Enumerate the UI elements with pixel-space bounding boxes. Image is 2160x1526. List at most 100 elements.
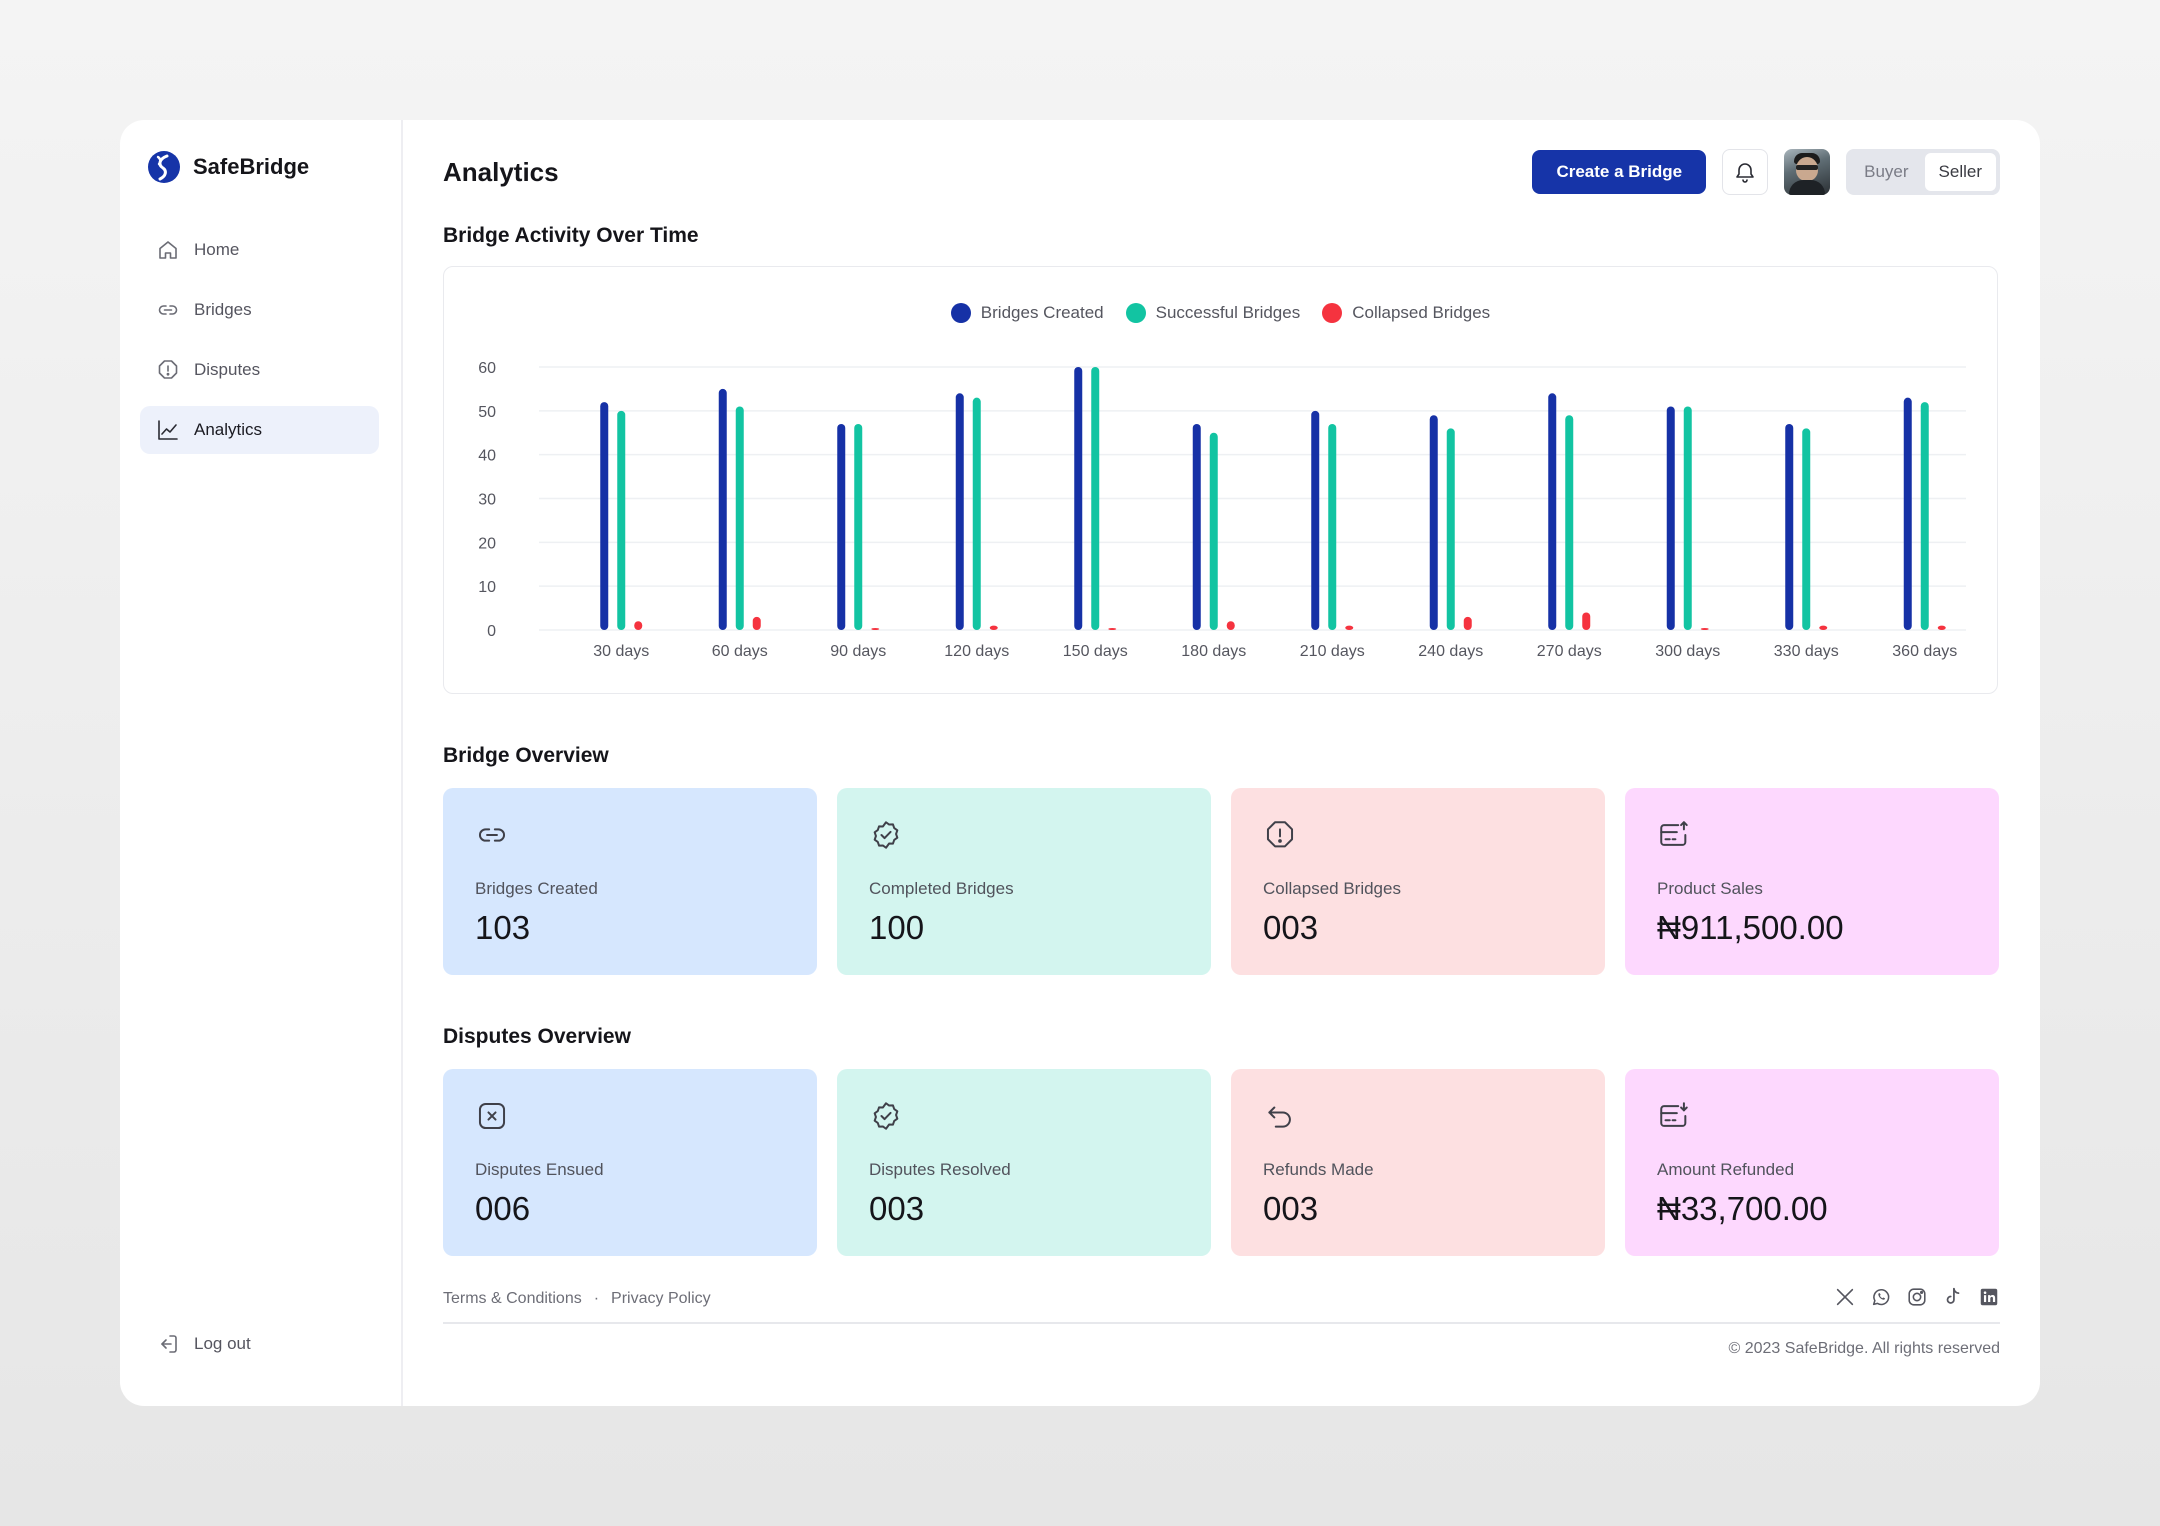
- bar-collapsed-bridges: [752, 616, 761, 630]
- x-icon[interactable]: [1834, 1286, 1856, 1308]
- create-bridge-button[interactable]: Create a Bridge: [1532, 150, 1707, 194]
- legend-label: Collapsed Bridges: [1352, 303, 1491, 322]
- sidebar-item-disputes[interactable]: Disputes: [140, 346, 379, 394]
- legend-item-created[interactable]: Bridges Created: [950, 303, 1104, 323]
- sidebar-item-analytics[interactable]: Analytics: [140, 406, 379, 454]
- bar-bridges-created: [837, 423, 846, 630]
- sidebar-item-label: Bridges: [194, 300, 252, 319]
- legend-item-successful[interactable]: Successful Bridges: [1125, 303, 1301, 323]
- chart-plot: 0 10 20 30 40 50 60 30 days 60 days 90 days 120 da…: [478, 360, 1966, 660]
- whatsapp-icon[interactable]: [1870, 1286, 1892, 1308]
- x-tick-label: 120 days: [944, 643, 1009, 660]
- bridge-overview-title: Bridge Overview: [443, 744, 609, 767]
- stat-label: Collapsed Bridges: [1263, 879, 1401, 898]
- bar-collapsed-bridges: [1700, 628, 1709, 630]
- safebridge-logo-icon: [148, 151, 180, 183]
- legend-swatch: [1125, 303, 1146, 323]
- logo[interactable]: SafeBridge: [147, 150, 379, 184]
- footer-links: Terms & Conditions · Privacy Policy: [443, 1290, 2000, 1308]
- stat-value: ₦33,700.00: [1657, 1190, 1828, 1227]
- stat-card-bridges-created[interactable]: Bridges Created 103: [443, 788, 817, 975]
- legend-swatch: [950, 303, 971, 323]
- x-tick-label: 330 days: [1774, 643, 1839, 660]
- link-icon: [158, 305, 178, 315]
- stat-value: 100: [869, 909, 925, 946]
- terms-link[interactable]: Terms & Conditions: [443, 1290, 582, 1307]
- undo-arrow-icon: [1268, 1106, 1291, 1128]
- logout-label: Log out: [194, 1334, 251, 1353]
- tiktok-icon[interactable]: [1942, 1286, 1964, 1308]
- stat-card-disputes-resolved[interactable]: Disputes Resolved 003: [837, 1069, 1211, 1256]
- bar-bridges-created: [1666, 406, 1675, 630]
- bar-bridges-created: [1903, 397, 1912, 630]
- bar-collapsed-bridges: [1463, 616, 1472, 630]
- bar-collapsed-bridges: [1226, 621, 1235, 630]
- home-icon: [159, 241, 177, 259]
- sidebar-item-bridges[interactable]: Bridges: [140, 286, 379, 334]
- stat-label: Bridges Created: [475, 879, 598, 898]
- bar-collapsed-bridges: [1345, 625, 1354, 630]
- buyer-toggle-option[interactable]: Buyer: [1864, 162, 1909, 181]
- bar-successful-bridges: [972, 397, 981, 630]
- stat-card-amount-refunded[interactable]: Amount Refunded ₦33,700.00: [1625, 1069, 1999, 1256]
- bar-bridges-created: [1192, 423, 1201, 630]
- line-chart-icon: [158, 420, 178, 440]
- legend-label: Bridges Created: [980, 303, 1104, 322]
- stat-card-product-sales[interactable]: Product Sales ₦911,500.00: [1625, 788, 1999, 975]
- page-title: Analytics: [443, 156, 559, 187]
- bridge-overview-cards: Bridges Created 103 Completed Bridges 10…: [443, 788, 2000, 975]
- x-tick-label: 30 days: [593, 643, 649, 660]
- seller-toggle-option[interactable]: Seller: [1924, 153, 1996, 191]
- bridge-activity-chart: Bridges Created Successful Bridges Colla…: [443, 266, 1998, 694]
- linkedin-icon[interactable]: [1978, 1286, 2000, 1308]
- copyright-text: © 2023 SafeBridge. All rights reserved: [1728, 1339, 2001, 1357]
- chart-section-title: Bridge Activity Over Time: [443, 224, 699, 247]
- stat-label: Amount Refunded: [1657, 1160, 1795, 1179]
- bell-icon: [1736, 163, 1754, 183]
- y-tick-label: 0: [487, 623, 496, 640]
- alert-octagon-icon: [158, 360, 178, 379]
- x-tick-label: 180 days: [1181, 643, 1246, 660]
- stat-label: Product Sales: [1657, 879, 1763, 898]
- x-tick-label: 240 days: [1418, 643, 1483, 660]
- bar-collapsed-bridges: [1108, 628, 1117, 630]
- badge-check-icon: [873, 1102, 899, 1130]
- card-upload-icon: [1660, 821, 1688, 846]
- stat-value: 003: [869, 1190, 925, 1227]
- logout-button[interactable]: Log out: [140, 1320, 381, 1368]
- notifications-button[interactable]: [1722, 149, 1769, 195]
- legend-label: Successful Bridges: [1155, 303, 1301, 322]
- sidebar-item-label: Disputes: [194, 360, 261, 379]
- bar-successful-bridges: [854, 423, 863, 630]
- sidebar-item-label: Analytics: [194, 420, 263, 439]
- stat-label: Completed Bridges: [869, 879, 1014, 898]
- avatar[interactable]: [1784, 149, 1831, 195]
- sidebar-item-label: Home: [194, 240, 240, 259]
- header-actions: Create a Bridge Buyer Seller: [1532, 149, 2000, 195]
- bar-collapsed-bridges: [1819, 625, 1828, 630]
- stat-value: ₦911,500.00: [1657, 909, 1844, 946]
- main-content: Analytics Create a Bridge Buyer Seller B…: [403, 120, 2040, 1406]
- stat-card-collapsed-bridges[interactable]: Collapsed Bridges 003: [1231, 788, 1605, 975]
- bar-collapsed-bridges: [634, 621, 643, 630]
- bar-successful-bridges: [1446, 428, 1455, 630]
- stat-card-disputes-ensued[interactable]: Disputes Ensued 006: [443, 1069, 817, 1256]
- sidebar: SafeBridge Home Bridges Disputes Analyti…: [120, 120, 403, 1406]
- stat-card-refunds-made[interactable]: Refunds Made 003: [1231, 1069, 1605, 1256]
- y-tick-label: 10: [478, 579, 496, 596]
- y-tick-label: 30: [478, 492, 496, 509]
- role-toggle: Buyer Seller: [1846, 149, 2000, 195]
- sidebar-item-home[interactable]: Home: [140, 226, 379, 274]
- instagram-icon[interactable]: [1906, 1286, 1928, 1308]
- app-name: SafeBridge: [193, 154, 310, 179]
- stat-value: 003: [1263, 909, 1319, 946]
- link-icon: [479, 828, 505, 842]
- legend-item-collapsed[interactable]: Collapsed Bridges: [1322, 303, 1490, 323]
- stat-card-completed-bridges[interactable]: Completed Bridges 100: [837, 788, 1211, 975]
- stat-label: Refunds Made: [1263, 1160, 1374, 1179]
- bar-bridges-created: [1548, 393, 1557, 630]
- alert-octagon-icon: [1266, 821, 1294, 848]
- bar-bridges-created: [1074, 367, 1083, 630]
- x-square-icon: [478, 1102, 506, 1130]
- privacy-link[interactable]: Privacy Policy: [611, 1290, 711, 1307]
